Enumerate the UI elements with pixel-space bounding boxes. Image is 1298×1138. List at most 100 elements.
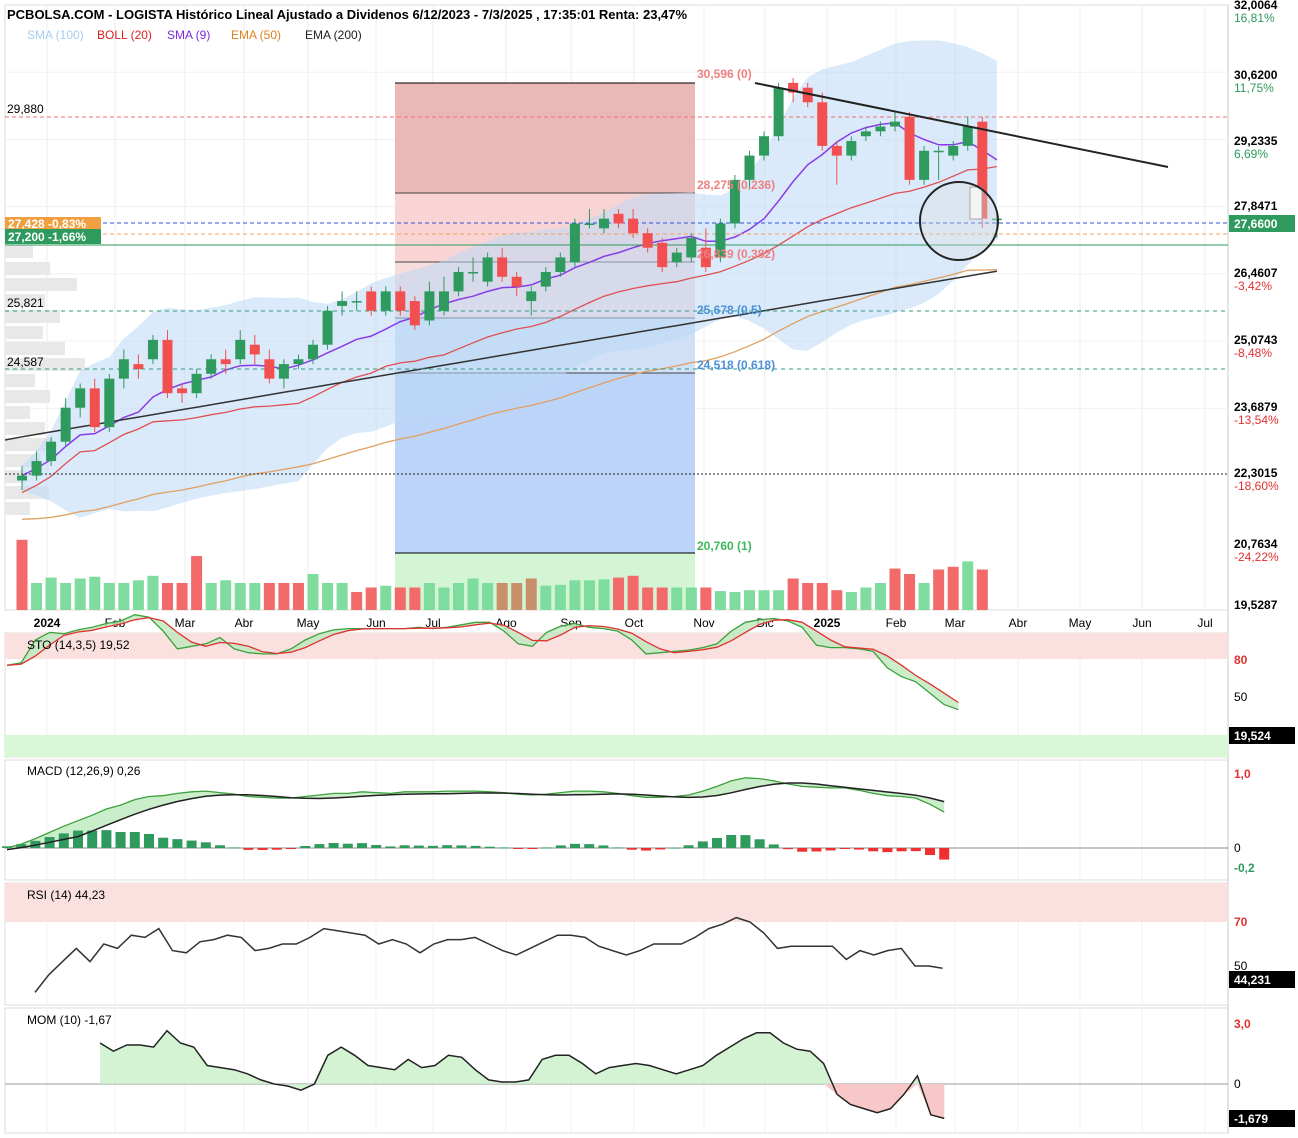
macd-histogram-bar — [2, 846, 12, 848]
volume-bar — [700, 587, 712, 610]
candle-body — [802, 87, 813, 103]
volume-bar — [60, 583, 72, 610]
left-label-high: 29,880 — [7, 102, 44, 116]
volume-bar — [162, 583, 173, 610]
macd-histogram-bar — [612, 847, 623, 849]
legend-entry: BOLL (20) — [97, 28, 152, 42]
mom-label: MOM (10) -1,67 — [27, 1013, 112, 1027]
candle-body — [671, 252, 682, 263]
fib-label: 20,760 (1) — [697, 539, 752, 553]
candle-body — [31, 461, 42, 476]
macd-histogram-bar — [697, 841, 708, 848]
volume-profile-bar — [5, 406, 30, 419]
candle-body — [686, 238, 697, 258]
candle-body — [555, 257, 566, 272]
rsi-line — [34, 916, 943, 993]
volume-bar — [787, 578, 799, 610]
volume-bar — [496, 583, 508, 610]
candle-body — [235, 339, 246, 360]
volume-bar — [598, 579, 610, 610]
volume-profile-bar — [5, 374, 35, 387]
candle-body — [700, 247, 711, 268]
y-tick-pct: 6,69% — [1234, 147, 1268, 161]
candle-body — [409, 301, 420, 326]
volume-profile-bar — [5, 278, 77, 291]
macd-histogram-bar — [200, 842, 211, 848]
candle-body — [249, 344, 260, 355]
y-tick-value: 22,3015 — [1234, 466, 1278, 480]
candle-body — [337, 301, 348, 306]
x-month-label: Jul — [425, 616, 440, 630]
y-tick-pct: -24,22% — [1234, 550, 1279, 564]
macd-histogram-bar — [342, 843, 353, 848]
y-tick-value: 29,2335 — [1234, 134, 1278, 148]
candle-body — [206, 359, 217, 374]
y-tick-pct: -3,42% — [1234, 279, 1272, 293]
candle-body — [424, 291, 435, 321]
volume-bar — [453, 583, 464, 610]
y-tick-pct: -18,60% — [1234, 479, 1279, 493]
y-tick-value: 27,8471 — [1234, 199, 1278, 213]
legend-entry: SMA (9) — [167, 28, 210, 42]
volume-bar — [322, 583, 334, 610]
volume-profile-bar — [5, 390, 50, 403]
candle-body — [46, 441, 57, 462]
sto-d-line — [6, 616, 959, 704]
volume-bar — [933, 569, 945, 610]
volume-bar — [423, 583, 435, 610]
volume-bar — [292, 583, 304, 610]
left-label-b: 24,587 — [7, 355, 44, 369]
volume-bar — [234, 583, 246, 610]
volume-bar — [860, 587, 872, 610]
volume-bar — [409, 587, 421, 610]
macd-histogram-bar — [172, 839, 183, 848]
macd-histogram-bar — [442, 845, 453, 848]
mom-tick-3: 3,0 — [1234, 1017, 1251, 1031]
bollinger-band-cloud — [22, 40, 997, 518]
candle-body — [162, 339, 173, 394]
candle-body — [860, 131, 871, 137]
macd-histogram-bar — [158, 837, 169, 848]
ema-50-line — [21, 269, 997, 520]
x-month-label: Mar — [175, 616, 196, 630]
candle-body — [526, 291, 537, 302]
macd-histogram-bar — [726, 834, 737, 848]
volume-bar — [583, 580, 595, 610]
candle-body — [977, 121, 988, 219]
x-month-label: Abr — [235, 616, 254, 630]
candle-body — [322, 310, 333, 345]
volume-bar — [845, 592, 857, 610]
macd-histogram-bar — [101, 830, 112, 848]
chart-title: PCBOLSA.COM - LOGISTA Histórico Lineal A… — [7, 7, 688, 22]
candle-body — [468, 271, 479, 274]
volume-bar — [438, 587, 450, 610]
macd-histogram-bar — [626, 848, 637, 850]
volume-bar — [816, 583, 828, 610]
mom-tick-0: 0 — [1234, 1077, 1241, 1091]
candle-body — [744, 155, 755, 180]
volume-bar — [118, 583, 130, 610]
candle-body — [278, 364, 289, 379]
green-tag: 27,200 -1,66% — [8, 230, 86, 244]
macd-histogram-bar — [882, 848, 893, 853]
candle-body — [642, 233, 653, 248]
volume-profile-bar — [5, 310, 60, 323]
macd-label: MACD (12,26,9) 0,26 — [27, 764, 141, 778]
macd-tick-neg: -0,2 — [1234, 861, 1255, 875]
macd-histogram-bar — [115, 831, 126, 848]
x-month-label: Abr — [1009, 616, 1028, 630]
candle-body — [482, 257, 493, 282]
volume-bar — [278, 583, 290, 610]
macd-histogram-bar — [314, 844, 325, 848]
volume-bar — [976, 569, 988, 610]
candle-body — [191, 373, 202, 394]
candle-body — [540, 271, 551, 287]
fib-label: 26,839 (0.382) — [697, 247, 775, 261]
volume-bar — [467, 578, 479, 610]
macd-histogram-bar — [910, 848, 921, 852]
mom-neg-fill — [823, 1084, 945, 1119]
macd-histogram-bar — [58, 833, 69, 848]
macd-histogram-bar — [541, 847, 552, 849]
macd-histogram-bar — [144, 833, 154, 848]
sto-tick-50: 50 — [1234, 690, 1248, 704]
